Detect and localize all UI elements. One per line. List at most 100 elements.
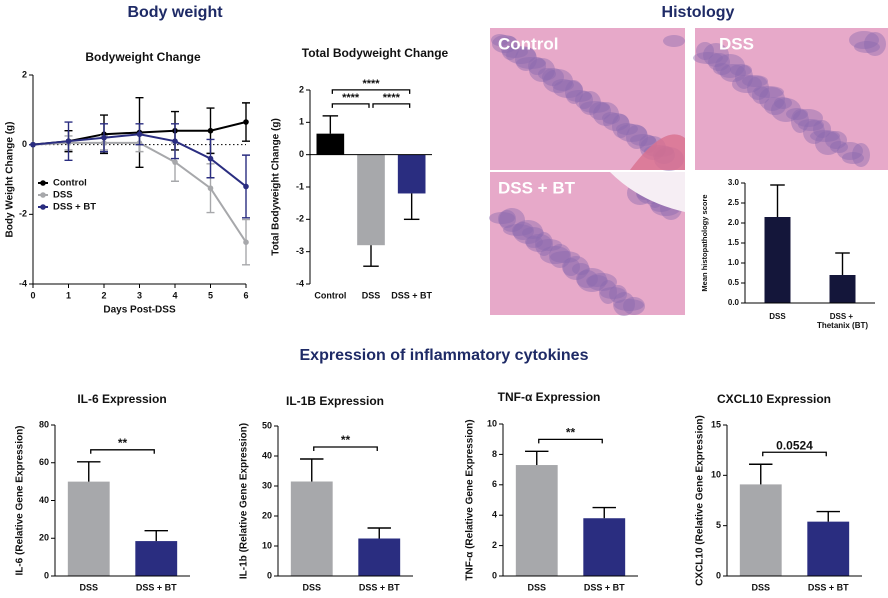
x-tick-label: DSS + BT bbox=[359, 582, 400, 592]
data-point bbox=[65, 138, 72, 144]
tissue-crypt bbox=[526, 234, 552, 252]
chart-title: Bodyweight Change bbox=[85, 50, 201, 64]
significance-label: ** bbox=[341, 433, 351, 447]
y-tick-label: 2 bbox=[299, 84, 304, 94]
legend-marker bbox=[40, 180, 46, 186]
chart-title: Total Bodyweight Change bbox=[302, 46, 449, 60]
tissue-crypt bbox=[815, 131, 841, 155]
section-title: Expression of inflammatory cytokines bbox=[300, 347, 589, 364]
y-axis-label: TNF-α (Relative Gene Expression) bbox=[465, 419, 476, 580]
chart-title: CXCL10 Expression bbox=[717, 392, 831, 406]
tissue-crypt bbox=[754, 86, 784, 98]
tissue-crypt bbox=[503, 224, 533, 236]
x-tick-label: DSS + BT bbox=[136, 582, 177, 592]
significance-bracket bbox=[313, 446, 378, 451]
x-tick-label: DSS bbox=[527, 582, 546, 592]
bar bbox=[515, 465, 558, 576]
y-tick-label: 10 bbox=[711, 470, 721, 480]
tissue-crypt bbox=[713, 63, 731, 75]
y-tick-label: 1 bbox=[299, 117, 304, 127]
image-label: Control bbox=[498, 34, 558, 53]
tissue-crypt bbox=[589, 102, 611, 120]
tissue-crypt bbox=[576, 270, 598, 288]
bar bbox=[829, 275, 856, 303]
y-tick-label: 6 bbox=[492, 479, 497, 489]
tissue-crypt bbox=[730, 64, 752, 76]
legend-label: DSS + BT bbox=[53, 202, 96, 213]
tissue-crypt bbox=[572, 263, 590, 275]
tissue-crypt bbox=[663, 35, 685, 47]
y-tick-label: 0 bbox=[22, 139, 27, 149]
x-tick-label: DSS bbox=[362, 290, 381, 300]
tissue-crypt bbox=[512, 222, 534, 240]
tissue-crypt bbox=[600, 287, 626, 299]
y-tick-label: 40 bbox=[39, 495, 49, 505]
tissue-crypt bbox=[535, 232, 553, 256]
significance-label: **** bbox=[383, 92, 401, 104]
y-tick-label: -4 bbox=[19, 278, 27, 288]
tissue-crypt bbox=[599, 280, 617, 304]
tissue-crypt bbox=[498, 210, 516, 228]
bar bbox=[583, 518, 626, 576]
chart-title: IL-1B Expression bbox=[286, 394, 384, 408]
tissue-crypt bbox=[623, 297, 645, 315]
tissue-crypt bbox=[499, 208, 525, 232]
y-tick-label: 8 bbox=[492, 449, 497, 459]
tissue-crypt bbox=[543, 69, 573, 93]
tissue-crypt bbox=[720, 64, 746, 82]
y-tick-label: 2 bbox=[22, 69, 27, 79]
bar bbox=[67, 481, 110, 576]
y-tick-label: 0 bbox=[299, 149, 304, 159]
tissue-crypt bbox=[614, 299, 644, 311]
tissue-crypt bbox=[813, 120, 831, 138]
y-tick-label: 5 bbox=[716, 520, 721, 530]
bar bbox=[135, 541, 178, 576]
y-tick-label: 40 bbox=[262, 450, 272, 460]
bar bbox=[358, 538, 401, 576]
tissue-crypt bbox=[742, 75, 768, 87]
tissue-crypt bbox=[540, 246, 570, 264]
x-tick-label: DSS bbox=[302, 582, 321, 592]
tissue-crypt bbox=[528, 57, 546, 75]
x-tick-label: 1 bbox=[66, 290, 71, 300]
y-tick-label: 2.5 bbox=[728, 198, 740, 207]
tissue-crypt bbox=[696, 42, 714, 60]
image-label: DSS + BT bbox=[498, 178, 576, 197]
bar bbox=[397, 154, 426, 194]
tissue-crypt bbox=[852, 143, 870, 167]
y-tick-label: 50 bbox=[262, 420, 272, 430]
y-tick-label: -2 bbox=[296, 214, 304, 224]
x-tick-label: DSS bbox=[79, 582, 98, 592]
image-label: DSS bbox=[719, 34, 754, 53]
significance-label: **** bbox=[342, 92, 360, 104]
y-tick-label: 80 bbox=[39, 419, 49, 429]
tissue-crypt bbox=[586, 275, 608, 287]
tissue-crypt bbox=[593, 102, 619, 126]
tissue-crypt bbox=[603, 113, 629, 131]
tissue-crypt bbox=[793, 109, 823, 127]
tissue-crypt bbox=[708, 53, 730, 71]
data-point bbox=[243, 183, 249, 190]
tissue-crypt bbox=[563, 256, 589, 280]
y-tick-label: -1 bbox=[296, 181, 304, 191]
legend-marker bbox=[40, 204, 46, 210]
x-tick-label: 4 bbox=[172, 290, 177, 300]
data-point bbox=[30, 141, 36, 148]
x-tick-label: 5 bbox=[208, 290, 213, 300]
tissue-crypt bbox=[566, 90, 592, 102]
y-axis-label: Mean histopathology score bbox=[700, 194, 709, 291]
y-tick-label: 60 bbox=[39, 457, 49, 467]
data-point bbox=[207, 185, 214, 192]
tissue-crypt bbox=[489, 212, 515, 224]
section-title: Histology bbox=[662, 4, 735, 21]
significance-label: **** bbox=[362, 78, 380, 90]
tissue-crypt bbox=[630, 134, 656, 146]
bar bbox=[807, 521, 850, 576]
y-tick-label: 1.5 bbox=[728, 238, 740, 247]
significance-bracket bbox=[331, 89, 411, 94]
tissue-crypt bbox=[732, 75, 762, 93]
y-tick-label: 1.0 bbox=[728, 258, 740, 267]
tissue-crypt bbox=[842, 152, 864, 164]
